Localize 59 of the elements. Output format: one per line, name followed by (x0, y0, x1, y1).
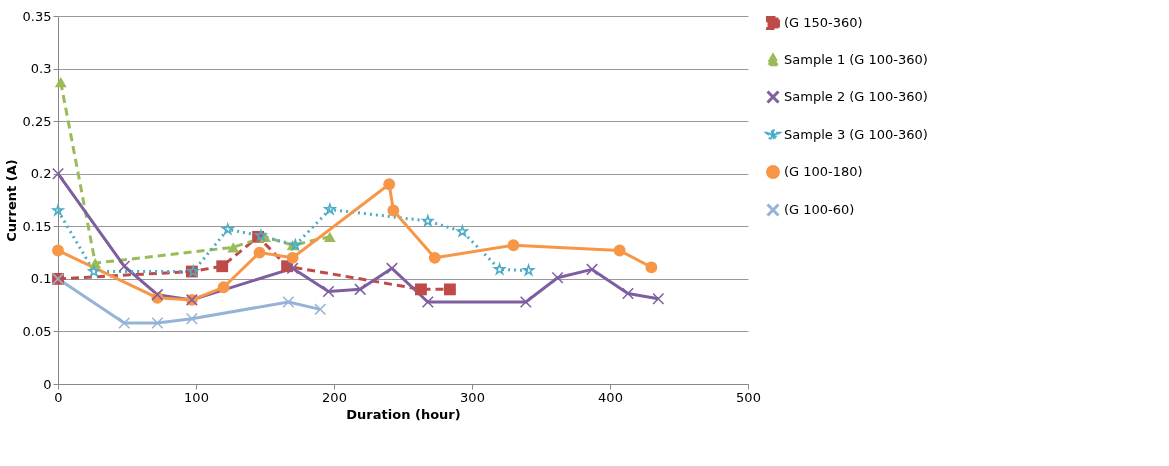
point (118, 260, 131, 273)
y-tick-label: 0.3 (30, 61, 52, 77)
y-tick-label: 0.35 (22, 8, 52, 24)
x-tick-label: 500 (736, 389, 761, 405)
point (286, 251, 299, 264)
point (428, 251, 441, 264)
point (54, 77, 67, 88)
y-tick-label: 0.15 (22, 218, 52, 234)
point (52, 204, 64, 216)
point (613, 244, 626, 257)
point (322, 285, 335, 298)
y-axis-title: Current (A) (3, 159, 19, 242)
legend-label: Sample 1 (G 100-360) (784, 52, 928, 67)
point (286, 262, 299, 275)
legend-label: Sample 2 (G 100-360) (784, 89, 928, 104)
point (652, 292, 665, 305)
point (216, 260, 229, 273)
y-tick-label: 0.1 (30, 271, 52, 287)
legend-label: (G 100-180) (784, 164, 863, 179)
point (52, 244, 64, 257)
point (444, 283, 456, 296)
point (151, 317, 164, 330)
y-tick-label: 0.05 (22, 323, 52, 339)
legend-label: (G 100-60) (784, 202, 855, 217)
point (415, 283, 427, 296)
x-tick-label: 400 (598, 389, 623, 405)
point (645, 261, 658, 274)
point (217, 281, 230, 294)
point (323, 231, 336, 242)
x-axis-title: Duration (hour) (346, 406, 461, 422)
point (493, 263, 506, 275)
point (507, 239, 520, 252)
point (387, 204, 400, 217)
x-tick-label: 0 (54, 389, 63, 405)
point (383, 178, 396, 191)
point (118, 317, 131, 330)
point (282, 295, 295, 308)
point (551, 271, 564, 284)
point (586, 263, 599, 276)
y-tick-label: 0 (43, 376, 52, 392)
legend-label: Sample 3 (G 100-360) (784, 127, 928, 142)
point (354, 283, 367, 296)
point (519, 295, 532, 308)
legend-label: (G 150-360) (784, 15, 863, 30)
point (621, 287, 634, 300)
point (52, 167, 64, 180)
point (385, 262, 398, 275)
point (421, 295, 434, 308)
point (227, 242, 240, 253)
y-tick-label: 0.2 (30, 166, 52, 182)
point (314, 303, 327, 316)
x-tick-label: 100 (184, 389, 209, 405)
point (522, 264, 535, 276)
point (253, 246, 266, 259)
y-tick-label: 0.25 (22, 113, 52, 129)
point (185, 312, 198, 325)
x-tick-label: 300 (460, 389, 485, 405)
point (456, 225, 469, 237)
x-tick-label: 200 (322, 389, 347, 405)
